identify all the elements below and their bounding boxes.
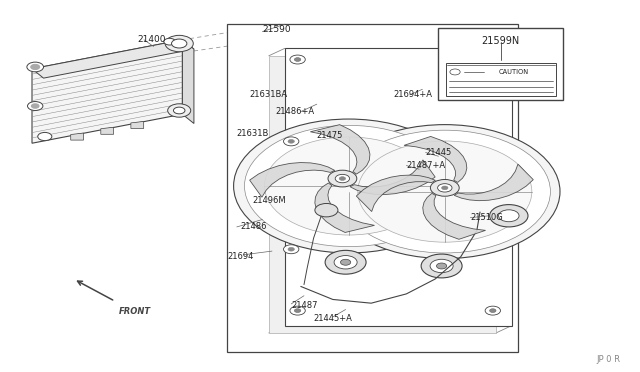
Text: 21510G: 21510G — [470, 213, 503, 222]
Circle shape — [334, 256, 357, 269]
Circle shape — [244, 125, 453, 247]
Circle shape — [330, 125, 560, 259]
Polygon shape — [269, 56, 496, 333]
Circle shape — [172, 39, 187, 48]
Circle shape — [490, 58, 496, 61]
Circle shape — [430, 179, 459, 196]
Bar — [438, 28, 563, 100]
Text: 21599N: 21599N — [482, 36, 520, 46]
Circle shape — [27, 62, 44, 72]
Circle shape — [168, 104, 191, 117]
Circle shape — [458, 88, 470, 94]
Text: 21445+A: 21445+A — [314, 314, 353, 323]
Text: 21487+A: 21487+A — [406, 161, 445, 170]
Circle shape — [430, 259, 453, 273]
Circle shape — [290, 55, 305, 64]
Circle shape — [340, 259, 351, 265]
Text: 21400: 21400 — [138, 35, 166, 44]
Polygon shape — [454, 164, 533, 201]
Circle shape — [450, 69, 460, 75]
Circle shape — [164, 38, 175, 45]
Circle shape — [490, 309, 496, 312]
Text: 21631B: 21631B — [237, 129, 269, 138]
Circle shape — [328, 170, 357, 187]
Polygon shape — [250, 163, 335, 197]
Circle shape — [290, 306, 305, 315]
Circle shape — [284, 137, 299, 146]
Circle shape — [436, 263, 447, 269]
Polygon shape — [131, 121, 143, 128]
Polygon shape — [182, 40, 194, 124]
Text: 21694+A: 21694+A — [394, 90, 433, 99]
Polygon shape — [350, 160, 435, 195]
Text: 21486+A: 21486+A — [275, 107, 314, 116]
Text: 21486: 21486 — [240, 222, 266, 231]
Polygon shape — [32, 40, 182, 143]
Circle shape — [28, 102, 43, 110]
Circle shape — [294, 58, 301, 61]
Polygon shape — [356, 175, 435, 212]
Polygon shape — [100, 127, 114, 134]
Polygon shape — [310, 125, 370, 174]
Circle shape — [325, 250, 366, 274]
Circle shape — [442, 186, 448, 190]
Circle shape — [294, 309, 301, 312]
Circle shape — [38, 132, 52, 141]
Circle shape — [421, 254, 462, 278]
Bar — [227, 24, 518, 352]
Bar — [446, 62, 556, 96]
Polygon shape — [404, 137, 467, 182]
Circle shape — [165, 35, 193, 52]
Text: 21445: 21445 — [426, 148, 452, 157]
Circle shape — [173, 107, 185, 114]
Circle shape — [335, 174, 349, 183]
Circle shape — [284, 245, 299, 254]
Circle shape — [339, 130, 550, 253]
Polygon shape — [315, 183, 374, 232]
Circle shape — [485, 306, 500, 315]
Circle shape — [264, 137, 433, 235]
Circle shape — [452, 84, 476, 98]
Text: CAUTION: CAUTION — [499, 69, 529, 75]
Circle shape — [315, 203, 338, 217]
Text: 21590: 21590 — [262, 25, 291, 34]
Circle shape — [288, 247, 294, 251]
Text: 21475: 21475 — [317, 131, 343, 140]
Circle shape — [234, 119, 464, 253]
Circle shape — [31, 104, 39, 108]
Text: 21487: 21487 — [291, 301, 317, 310]
Circle shape — [358, 141, 532, 242]
Text: JP 0 R: JP 0 R — [596, 355, 621, 364]
Polygon shape — [32, 40, 194, 78]
Circle shape — [490, 205, 528, 227]
Circle shape — [288, 140, 294, 143]
Polygon shape — [423, 193, 486, 239]
Text: 21496M: 21496M — [253, 196, 287, 205]
Polygon shape — [285, 48, 512, 326]
Text: 21631BA: 21631BA — [250, 90, 288, 99]
Polygon shape — [70, 133, 84, 140]
Circle shape — [499, 210, 519, 222]
Circle shape — [31, 64, 40, 70]
Circle shape — [485, 55, 500, 64]
Text: 21694: 21694 — [227, 252, 253, 261]
Text: FRONT: FRONT — [118, 307, 150, 316]
Circle shape — [438, 184, 452, 192]
Circle shape — [339, 177, 346, 180]
